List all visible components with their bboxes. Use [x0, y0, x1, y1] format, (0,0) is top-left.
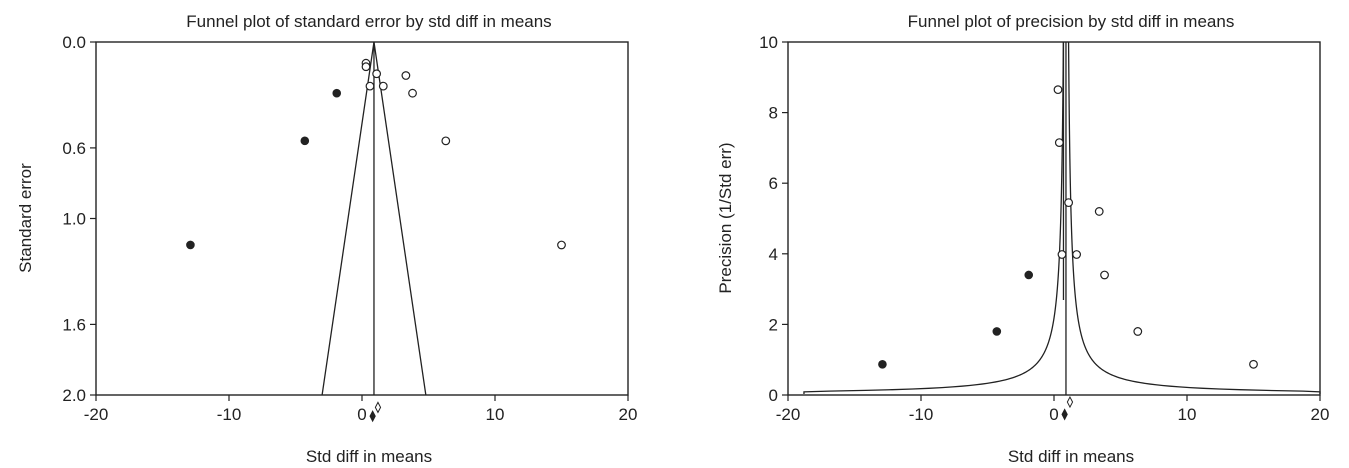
left-chart-y-axis-label: Standard error: [16, 163, 35, 273]
right-y-tick-label: 0: [769, 386, 778, 405]
right-y-tick-label: 8: [769, 104, 778, 123]
right-x-tick-label: -20: [776, 405, 801, 424]
right-chart-title: Funnel plot of precision by std diff in …: [908, 12, 1235, 31]
right-open-circle-point: [1072, 250, 1082, 259]
left-open-circle-point: [408, 88, 417, 98]
right-x-tick-label: -10: [909, 405, 934, 424]
right-open-circle-point: [1133, 327, 1143, 336]
right-y-tick-label: 10: [759, 33, 778, 52]
right-x-tick-label: 0: [1049, 405, 1058, 424]
left-filled-diamond-point: [369, 410, 376, 423]
left-y-tick-label: 1.0: [62, 210, 86, 229]
left-open-circle-point: [401, 71, 411, 80]
right-open-circle-point: [1249, 359, 1258, 369]
right-filled-circle-point: [992, 327, 1002, 336]
left-y-tick-label: 1.6: [62, 315, 86, 334]
left-open-circle-point: [372, 69, 382, 79]
left-x-tick-label: -10: [217, 405, 242, 424]
left-filled-circle-point: [186, 240, 195, 250]
left-open-circle-point: [361, 62, 371, 72]
right-filled-circle-point: [1024, 270, 1034, 280]
left-filled-circle-point: [300, 136, 310, 146]
right-y-tick-label: 6: [769, 174, 778, 193]
right-open-circle-point: [1100, 270, 1109, 280]
right-chart-x-axis-label: Std diff in means: [1008, 447, 1134, 466]
left-open-circle-point: [557, 240, 566, 250]
right-chart-y-axis-label: Precision (1/Std err): [716, 142, 735, 293]
standard-error-funnel-chart: Funnel plot of standard error by std dif…: [16, 12, 637, 466]
precision-funnel-chart: Funnel plot of precision by std diff in …: [716, 12, 1329, 466]
right-funnel-left-boundary: [803, 42, 1065, 394]
right-open-circle-point: [1054, 138, 1064, 148]
right-open-diamond-point: [1066, 395, 1074, 409]
left-chart-title: Funnel plot of standard error by std dif…: [186, 12, 551, 31]
left-filled-circle-point: [332, 88, 342, 98]
right-filled-circle-point: [878, 359, 887, 369]
left-open-circle-point: [441, 136, 451, 146]
left-y-tick-label: 2.0: [62, 386, 86, 405]
right-y-tick-label: 2: [769, 315, 778, 334]
right-funnel-right-boundary: [1067, 42, 1321, 394]
left-x-tick-label: 10: [486, 405, 505, 424]
right-plot-frame: [787, 41, 1321, 396]
left-plot-frame: [95, 41, 629, 396]
left-x-tick-label: 0: [357, 405, 366, 424]
left-y-tick-label: 0.0: [62, 33, 86, 52]
left-open-diamond-point: [374, 401, 382, 414]
right-open-circle-point: [1053, 85, 1063, 95]
right-chart-plot: -20 -10 0 10 20 0 2 4 6 8 10: [759, 33, 1329, 424]
right-open-circle-point: [1057, 250, 1067, 259]
left-chart-plot: -20 -10 0 10 20 0.0 0.6 1.0 1.6 2.0: [62, 33, 637, 424]
left-x-tick-label: 20: [619, 405, 638, 424]
left-open-circle-point: [378, 81, 388, 91]
right-x-tick-label: 20: [1311, 405, 1330, 424]
left-y-tick-label: 0.6: [62, 139, 86, 158]
right-x-tick-label: 10: [1178, 405, 1197, 424]
right-open-circle-point: [1064, 198, 1074, 208]
right-filled-diamond-point: [1061, 408, 1068, 421]
right-y-tick-label: 4: [769, 245, 778, 264]
left-open-circle-point: [365, 81, 375, 91]
left-chart-x-axis-label: Std diff in means: [306, 447, 432, 466]
left-x-tick-label: -20: [84, 405, 109, 424]
right-open-circle-point: [1094, 207, 1104, 216]
